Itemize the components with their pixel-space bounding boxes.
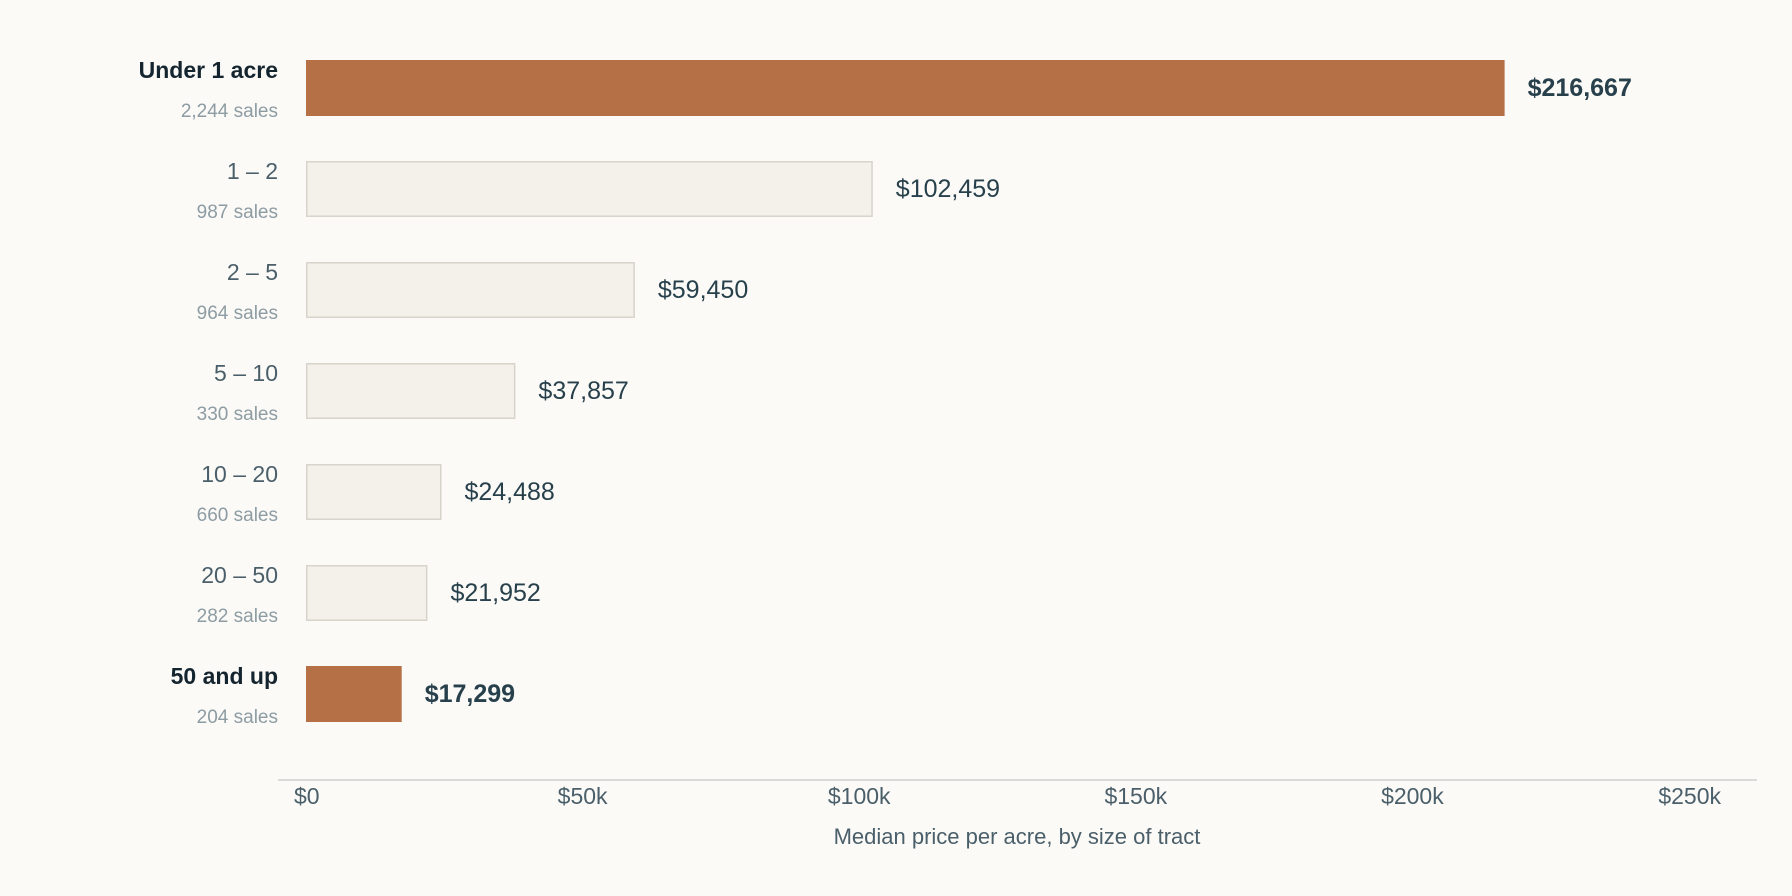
value-label: $21,952 xyxy=(450,579,540,607)
sales-count-label: 660 sales xyxy=(197,505,278,526)
sales-count-label: 987 sales xyxy=(197,202,278,223)
sales-count-label: 282 sales xyxy=(197,606,278,627)
sales-count-label: 330 sales xyxy=(197,404,278,425)
category-label: 50 and up xyxy=(171,663,278,689)
category-label: 2 – 5 xyxy=(227,259,278,285)
bar xyxy=(306,363,516,419)
x-axis-title: Median price per acre, by size of tract xyxy=(834,824,1201,849)
category-label: 1 – 2 xyxy=(227,158,278,184)
sales-count-label: 964 sales xyxy=(197,303,278,324)
x-tick-label: $0 xyxy=(294,783,320,809)
labels-layer: Under 1 acre 2,244 sales $216,667 1 – 2 987 … xyxy=(139,57,1632,728)
sales-count-label: 204 sales xyxy=(197,707,278,728)
bar xyxy=(306,60,1505,116)
value-label: $59,450 xyxy=(658,276,748,304)
value-label: $37,857 xyxy=(538,377,628,405)
bar xyxy=(306,666,402,722)
x-tick-label: $50k xyxy=(558,783,608,809)
category-label: 5 – 10 xyxy=(214,360,278,386)
x-axis-ticks: $0 $50k $100k $150k $200k $250k xyxy=(294,783,1721,809)
bars-layer xyxy=(306,60,1505,722)
bar xyxy=(306,464,442,520)
bar xyxy=(306,161,873,217)
category-label: 10 – 20 xyxy=(201,461,278,487)
bar xyxy=(306,262,635,318)
x-tick-label: $150k xyxy=(1104,783,1167,809)
sales-count-label: 2,244 sales xyxy=(181,101,278,122)
value-label: $17,299 xyxy=(425,680,515,708)
value-label: $24,488 xyxy=(464,478,554,506)
value-label: $102,459 xyxy=(896,175,1000,203)
category-label: Under 1 acre xyxy=(139,57,278,83)
category-label: 20 – 50 xyxy=(201,562,278,588)
value-label: $216,667 xyxy=(1528,74,1632,102)
x-tick-label: $200k xyxy=(1381,783,1444,809)
bar xyxy=(306,565,428,621)
x-tick-label: $100k xyxy=(828,783,891,809)
x-tick-label: $250k xyxy=(1658,783,1721,809)
